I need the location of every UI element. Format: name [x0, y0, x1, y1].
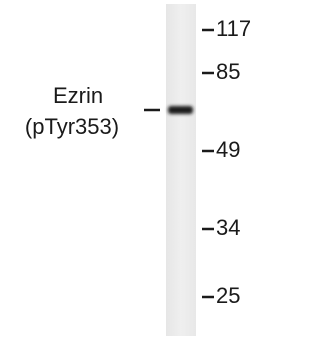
marker-ladder: 117 85 49 34 25 [202, 16, 251, 308]
band [168, 106, 193, 114]
site-label: (pTyr353) [25, 114, 119, 139]
western-blot: Ezrin (pTyr353) 117 85 49 34 25 [0, 0, 265, 336]
lane [166, 4, 196, 336]
marker-label: 49 [216, 137, 240, 162]
marker-label: 117 [216, 16, 251, 41]
marker-label: 34 [216, 215, 240, 240]
marker-label: 25 [216, 283, 240, 308]
marker-label: 85 [216, 59, 240, 84]
protein-label: Ezrin [53, 83, 103, 108]
